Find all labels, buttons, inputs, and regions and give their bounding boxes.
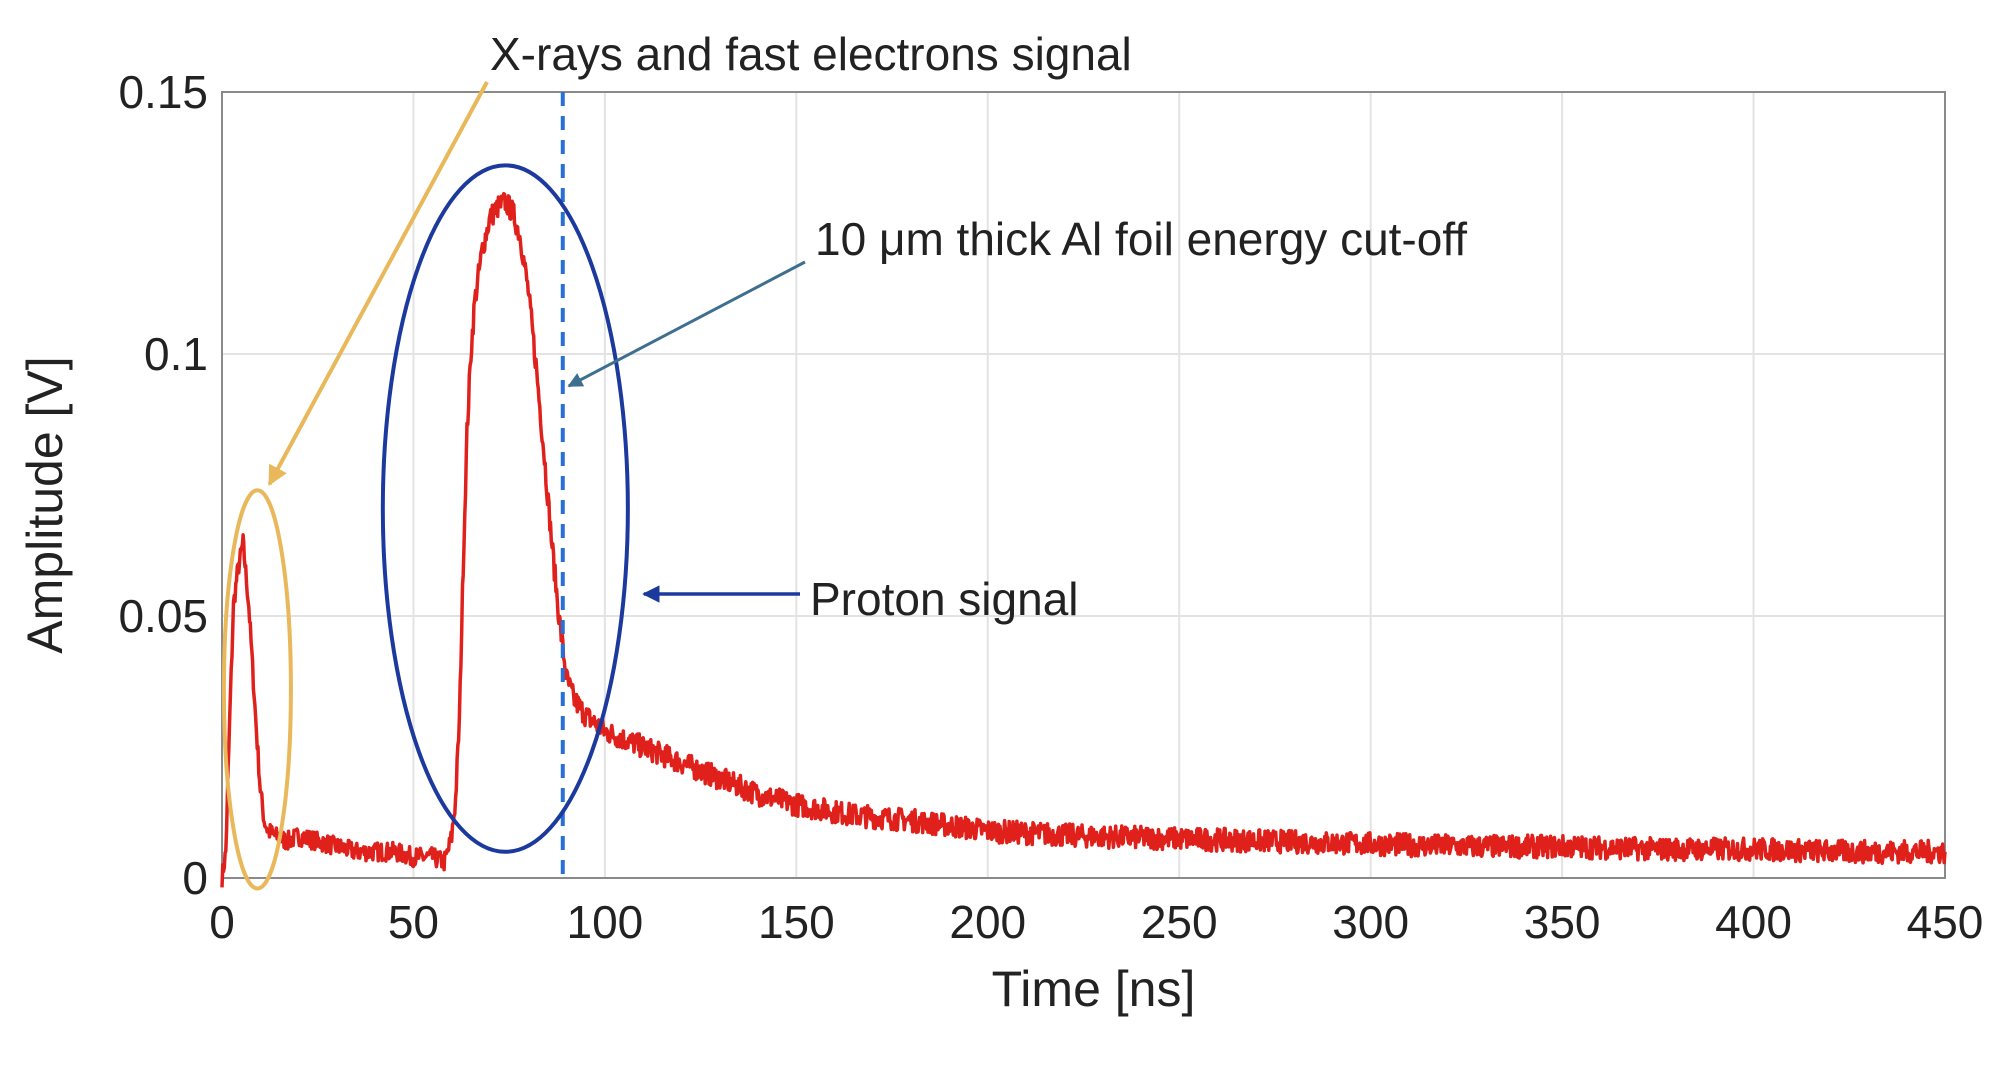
x-tick-label: 0 (209, 896, 235, 948)
y-tick-label: 0.1 (144, 328, 208, 380)
xray-arrow (267, 81, 489, 486)
overlays (221, 81, 806, 891)
x-tick-label: 250 (1141, 896, 1218, 948)
y-tick-label: 0 (182, 852, 208, 904)
grid (221, 91, 1946, 879)
x-tick-label: 400 (1715, 896, 1792, 948)
proton-annotation: Proton signal (810, 573, 1079, 625)
cutoff-arrow (567, 260, 806, 388)
x-tick-label: 350 (1524, 896, 1601, 948)
x-tick-label: 200 (949, 896, 1026, 948)
x-tick-label: 450 (1907, 896, 1984, 948)
x-tick-label: 50 (388, 896, 439, 948)
y-axis-label: Amplitude [V] (17, 356, 73, 653)
x-tick-label: 150 (758, 896, 835, 948)
y-tick-label: 0.15 (118, 66, 208, 118)
proton-highlight-ellipse (380, 163, 630, 854)
y-tick-label: 0.05 (118, 590, 208, 642)
signal-line (220, 191, 1947, 888)
x-tick-label: 100 (567, 896, 644, 948)
plot-area (221, 91, 1946, 879)
series-layer (220, 191, 1947, 888)
xray-annotation: X-rays and fast electrons signal (490, 28, 1132, 80)
tick-labels: 0 50 100 150 200 250 300 350 400 450 0 0.05 0.1 0.15 (118, 66, 1983, 948)
x-axis-label: Time [ns] (992, 961, 1196, 1017)
xray-highlight-ellipse (221, 488, 293, 891)
cutoff-annotation: 10 μm thick Al foil energy cut-off (815, 213, 1467, 265)
x-tick-label: 300 (1332, 896, 1409, 948)
